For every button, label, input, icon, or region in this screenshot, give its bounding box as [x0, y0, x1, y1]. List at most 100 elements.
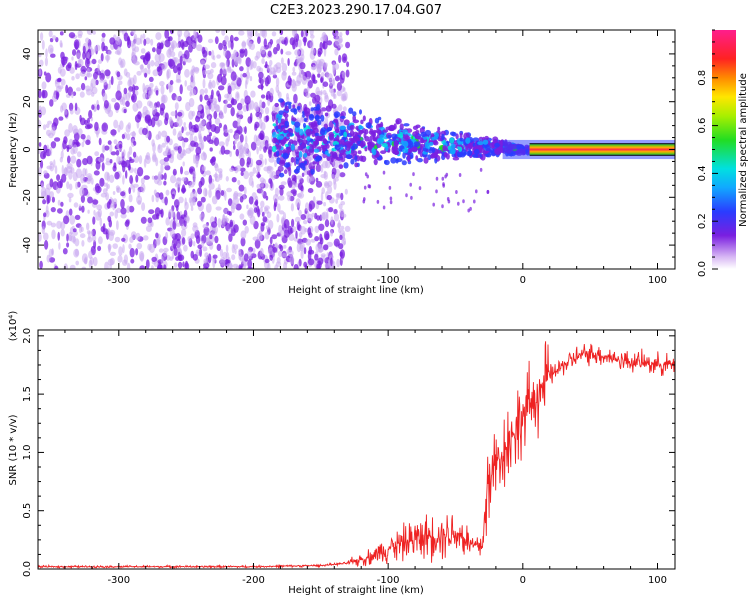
heatmap-speckle [99, 177, 105, 187]
heatmap-speckle [303, 219, 308, 225]
heatmap-speckle [326, 241, 333, 247]
heatmap-speckle [128, 243, 132, 250]
heatmap-speckle [80, 194, 85, 203]
heatmap-speckle [60, 221, 66, 230]
heatmap-speckle [332, 158, 339, 169]
heatmap-speckle [238, 251, 242, 261]
heatmap-speckle [257, 208, 261, 218]
heatmap-signal [432, 202, 436, 207]
heatmap-speckle [87, 117, 90, 124]
heatmap-speckle [74, 238, 80, 247]
heatmap-signal [372, 148, 377, 156]
heatmap-signal [437, 126, 441, 131]
heatmap-speckle [276, 213, 280, 223]
heatmap-signal [339, 153, 343, 158]
heatmap-speckle [128, 89, 132, 98]
heatmap-signal [435, 189, 438, 194]
heatmap-speckle [238, 56, 242, 65]
snr-panel: -300 -200 -100 0 100 0.0 0.5 1.0 1.5 2.0 Height o… [8, 311, 676, 596]
heatmap-speckle [177, 111, 183, 117]
heatmap-speckle [120, 191, 126, 197]
heatmap-data [38, 30, 675, 269]
heatmap-speckle [239, 147, 243, 158]
heatmap-speckle [225, 60, 228, 68]
heatmap-speckle [244, 126, 247, 135]
heatmap-signal [441, 176, 445, 181]
heatmap-speckle [261, 211, 265, 217]
heatmap-speckle [323, 62, 327, 72]
heatmap-signal [420, 137, 424, 144]
heatmap-speckle [43, 144, 48, 154]
heatmap-speckle [230, 40, 234, 50]
heatmap-speckle [200, 140, 205, 151]
heatmap-speckle [69, 67, 75, 74]
heatmap-speckle [149, 87, 154, 96]
heatmap-speckle [112, 243, 118, 250]
heatmap-signal [402, 148, 409, 154]
heatmap-signal [377, 123, 383, 128]
heatmap-speckle [144, 72, 148, 78]
heatmap-speckle [317, 257, 324, 265]
heatmap-speckle [142, 127, 148, 136]
heatmap-speckle [79, 114, 82, 122]
heatmap-speckle [314, 253, 319, 261]
heatmap-speckle [72, 144, 78, 155]
heatmap-speckle [123, 108, 127, 114]
heatmap-speckle [132, 151, 137, 158]
heatmap-signal [276, 150, 280, 157]
heatmap-speckle [200, 196, 206, 203]
heatmap-speckle [308, 200, 316, 210]
heatmap-speckle [235, 148, 240, 157]
heatmap-speckle [178, 196, 184, 204]
heatmap-speckle [68, 197, 72, 203]
heatmap-speckle [299, 244, 304, 252]
heatmap-speckle [254, 121, 260, 129]
y-tick-label: 1.5 [22, 386, 33, 402]
heatmap-speckle [96, 104, 100, 111]
heatmap-speckle [147, 100, 152, 107]
heatmap-speckle [218, 122, 222, 129]
heatmap-signal [316, 103, 321, 111]
heatmap-signal [441, 133, 445, 141]
heatmap-signal [278, 161, 286, 167]
heatmap-speckle [259, 247, 264, 257]
heatmap-speckle [143, 56, 149, 66]
heatmap-speckle [317, 243, 324, 254]
heatmap-speckle [152, 47, 156, 53]
heatmap-speckle [307, 188, 314, 193]
heatmap-speckle [259, 145, 262, 152]
heatmap-speckle [237, 116, 241, 124]
heatmap-speckle [333, 238, 340, 247]
heatmap-signal [343, 119, 350, 126]
heatmap-speckle [264, 107, 270, 115]
heatmap-speckle [321, 212, 326, 221]
heatmap-speckle [66, 181, 70, 190]
heatmap-speckle [231, 254, 236, 261]
heatmap-speckle [224, 190, 227, 201]
heatmap-speckle [74, 214, 81, 220]
heatmap-speckle [185, 147, 192, 154]
heatmap-speckle [119, 120, 124, 130]
heatmap-speckle [39, 59, 44, 67]
heatmap-speckle [95, 44, 101, 52]
x-tick-label: -200 [242, 575, 265, 586]
heatmap-speckle [185, 131, 190, 136]
heatmap-signal [458, 173, 462, 177]
heatmap-signal [313, 148, 320, 153]
heatmap-speckle [339, 249, 345, 259]
heatmap-speckle [260, 200, 265, 208]
heatmap-speckle [269, 87, 274, 97]
heatmap-speckle [140, 183, 146, 193]
heatmap-speckle [135, 232, 141, 241]
heatmap-speckle [173, 57, 179, 63]
heatmap-speckle [197, 106, 202, 111]
colorbar: 0.0 0.2 0.4 0.6 0.8 Normalized spectral ampl… [697, 29, 749, 277]
heatmap-speckle [226, 103, 233, 108]
heatmap-speckle [244, 142, 249, 152]
heatmap-speckle [283, 244, 287, 249]
heatmap-speckle [122, 244, 125, 254]
heatmap-signal [302, 166, 306, 171]
heatmap-speckle [286, 92, 289, 100]
heatmap-speckle [295, 198, 301, 208]
heatmap-signal [288, 103, 292, 110]
